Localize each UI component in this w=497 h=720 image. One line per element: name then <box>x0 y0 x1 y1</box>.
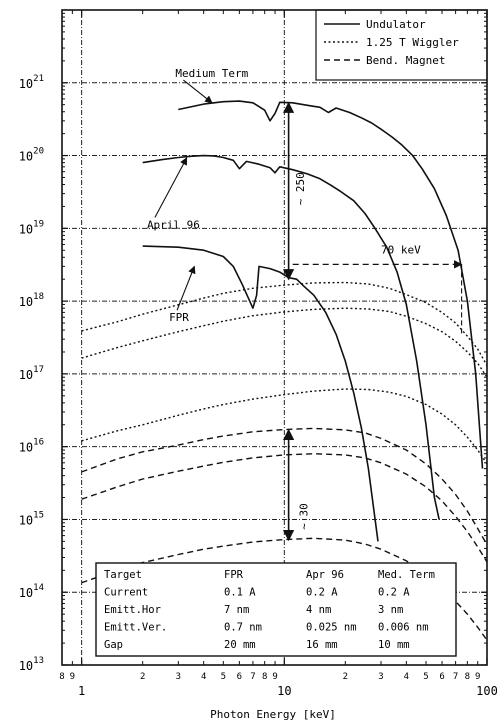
y-axis: 1013 1014 1015 1016 1017 1018 1019 1020 1021 <box>19 12 487 673</box>
table-cell: 7 nm <box>224 604 249 616</box>
x-tick-label: 100 <box>476 684 497 698</box>
x-minor-tick-label: 2 <box>140 672 145 682</box>
x-axis-label: Photon Energy [keV] <box>210 708 336 720</box>
x-minor-tick-label: 9 <box>272 672 277 682</box>
table-header-cell: Med. Term <box>378 569 435 581</box>
y-tick-label: 1014 <box>19 583 44 600</box>
annotation-label-3: ~ 250 <box>294 172 307 205</box>
annotation-label-0: Medium Term <box>175 67 248 80</box>
x-minor-tick-label: 8 <box>262 672 267 682</box>
x-minor-tick-label: 4 <box>404 672 409 682</box>
x-minor-tick-label: 4 <box>201 672 206 682</box>
table-cell: Emitt.Ver. <box>104 622 167 634</box>
table-cell: 20 mm <box>224 639 256 651</box>
table-header-cell: Apr 96 <box>306 569 344 581</box>
y-tick-label: 1013 <box>19 656 44 673</box>
x-minor-tick-label: 5 <box>423 672 428 682</box>
series-line-dashed-8 <box>81 537 488 641</box>
series-line-dotted-3 <box>81 281 488 366</box>
x-minor-tick-label: 3 <box>378 672 383 682</box>
x-minor-tick-label: 3 <box>176 672 181 682</box>
table-cell: Emitt.Hor <box>104 604 161 616</box>
y-tick-label: 1017 <box>19 365 44 382</box>
annotation-arrow-1 <box>154 157 188 218</box>
x-tick-label: 1 <box>78 684 85 698</box>
x-minor-tick-label: 7 <box>250 672 255 682</box>
table-cell: 0.006 nm <box>378 622 429 634</box>
legend-label: Bend. Magnet <box>366 54 445 67</box>
y-tick-label: 1018 <box>19 292 44 309</box>
table-cell: Current <box>104 587 148 599</box>
series-line-dotted-5 <box>81 388 488 465</box>
plot-frame <box>61 9 488 666</box>
series-line-dashed-6 <box>81 427 488 546</box>
annotation-label-2: FPR <box>169 311 189 324</box>
table-cell: 16 mm <box>306 639 338 651</box>
annotation-group: Medium Term April 96 FPR ~ 250 70 keV ~ 30 <box>147 67 463 542</box>
table-cell: 3 nm <box>378 604 403 616</box>
table-cell: 10 mm <box>378 639 410 651</box>
plot-border <box>61 9 488 666</box>
parameter-table: Target FPR Apr 96 Med. Term Current 0.1 A 0.2 … <box>95 562 457 657</box>
table-cell: 0.7 nm <box>224 622 262 634</box>
x-tick-label: 10 <box>277 684 291 698</box>
annotation-arrow-2 <box>176 265 196 311</box>
x-minor-tick-label: 2 <box>343 672 348 682</box>
annotation-label-4: 70 keV <box>381 244 421 257</box>
y-tick-label: 1021 <box>19 74 44 91</box>
table-box <box>95 562 457 657</box>
legend-label: 1.25 T Wiggler <box>366 36 459 49</box>
series-line-solid-1 <box>142 154 440 520</box>
series-line-dashed-7 <box>81 453 488 563</box>
table-header-cell: Target <box>104 569 142 581</box>
legend: Undulator 1.25 T Wiggler Bend. Magnet <box>315 9 488 81</box>
x-minor-tick-label: 9 <box>70 672 75 682</box>
series-line-solid-2 <box>142 245 379 542</box>
x-minor-tick-label: 6 <box>439 672 444 682</box>
x-minor-tick-label: 9 <box>475 672 480 682</box>
table-cell: Gap <box>104 639 123 651</box>
table-cell: 0.1 A <box>224 587 256 599</box>
y-tick-label: 1019 <box>19 219 44 236</box>
legend-label: Undulator <box>366 18 426 31</box>
y-tick-label: 1016 <box>19 438 44 455</box>
x-minor-tick-label: 8 <box>59 672 64 682</box>
y-tick-label: 1020 <box>19 147 44 164</box>
annotation-label-5: ~ 30 <box>297 503 310 530</box>
annotation-label-1: April 96 <box>147 218 200 231</box>
table-cell: 0.025 nm <box>306 622 357 634</box>
annotation-arrow-0 <box>183 79 213 104</box>
table-header-cell: FPR <box>224 569 244 581</box>
x-minor-tick-label: 6 <box>237 672 242 682</box>
y-tick-label: 1015 <box>19 510 44 527</box>
table-cell: 4 nm <box>306 604 331 616</box>
table-cell: 0.2 A <box>306 587 338 599</box>
series-line-solid-0 <box>178 100 484 469</box>
table-cell: 0.2 A <box>378 587 410 599</box>
x-minor-tick-label: 7 <box>453 672 458 682</box>
x-minor-tick-label: 8 <box>465 672 470 682</box>
x-minor-tick-label: 5 <box>221 672 226 682</box>
series-line-dotted-4 <box>81 307 488 378</box>
